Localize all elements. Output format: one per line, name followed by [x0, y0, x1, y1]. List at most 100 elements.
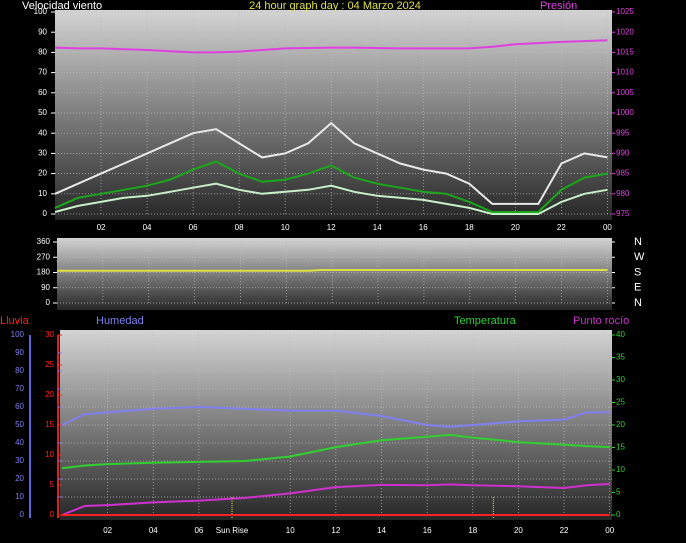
y2-tick-label: 975 — [616, 209, 630, 218]
rain-tick-label: 20 — [45, 390, 54, 399]
x-tick-label: 06 — [189, 223, 198, 232]
y-tick-label: 270 — [37, 252, 51, 261]
rain-tick-label: 25 — [45, 360, 54, 369]
y2-tick-label: 985 — [616, 169, 630, 178]
x-tick-label: 22 — [557, 223, 566, 232]
series-line — [54, 121, 608, 205]
y2-tick-label: 5 — [616, 488, 621, 497]
x-tick-label: 00 — [605, 526, 614, 535]
x-tick-label: 04 — [143, 223, 152, 232]
y-tick-label: 0 — [46, 298, 51, 307]
series-line — [54, 39, 608, 54]
y-tick-label: 0 — [43, 209, 48, 218]
rain-tick-label: 15 — [45, 420, 54, 429]
y2-tick-label: 25 — [616, 398, 625, 407]
rain-tick-label: 5 — [50, 480, 55, 489]
series-line — [54, 160, 608, 213]
y2-tick-label: 1005 — [616, 88, 634, 97]
x-tick-label: 14 — [377, 526, 386, 535]
series-line — [61, 433, 610, 470]
y-tick-label: 20 — [15, 474, 24, 483]
y-tick-label: 20 — [38, 169, 47, 178]
y-tick-label: 30 — [38, 149, 47, 158]
series-line — [61, 482, 610, 516]
y-tick-label: 70 — [15, 384, 24, 393]
y2-tick-label: 0 — [616, 510, 621, 519]
y2-tick-label: 30 — [616, 375, 625, 384]
chart-title: 24 hour graph day : 04 Marzo 2024 — [249, 0, 421, 12]
y-tick-label: 180 — [37, 268, 51, 277]
x-tick-label: 06 — [194, 526, 203, 535]
y-tick-label: 40 — [38, 128, 47, 137]
x-tick-label: 04 — [149, 526, 158, 535]
plot-area — [57, 238, 612, 310]
rain-tick-label: 0 — [50, 510, 55, 519]
y2-label: Temperatura — [454, 315, 517, 327]
y-tick-label: 70 — [38, 68, 47, 77]
annotation: Sun Rise — [216, 526, 249, 535]
x-tick-label: 08 — [235, 223, 244, 232]
y2-tick-label: 35 — [616, 353, 625, 362]
x-tick-label: 14 — [373, 223, 382, 232]
rain-label: Lluvia — [0, 315, 30, 327]
y2-tick-label: 1010 — [616, 68, 634, 77]
x-tick-label: 16 — [423, 526, 432, 535]
y-tick-label: 80 — [15, 366, 24, 375]
y2-tick-label: 1020 — [616, 27, 634, 36]
y-tick-label: 100 — [34, 7, 48, 16]
y-tick-label: 10 — [15, 492, 24, 501]
y-tick-label: 50 — [15, 420, 24, 429]
y2-label: Presión — [540, 0, 577, 12]
y2-tick-label: N — [634, 297, 642, 309]
x-tick-label: 20 — [511, 223, 520, 232]
y2-tick-label: 1015 — [616, 48, 634, 57]
y-tick-label: 60 — [38, 88, 47, 97]
y-tick-label: 100 — [11, 330, 25, 339]
x-tick-label: 02 — [103, 526, 112, 535]
y-tick-label: 90 — [38, 27, 47, 36]
rain-tick-label: 30 — [45, 330, 54, 339]
plot-area — [55, 10, 612, 220]
series-line — [61, 405, 610, 428]
y-tick-label: 30 — [15, 456, 24, 465]
x-tick-label: 12 — [331, 526, 340, 535]
y2-tick-label: N — [634, 236, 642, 248]
y2-tick-label: S — [634, 266, 641, 278]
y2-tick-label: 990 — [616, 149, 630, 158]
x-tick-label: 02 — [97, 223, 106, 232]
y2-tick-label: 20 — [616, 420, 625, 429]
y2-tick-label: W — [634, 251, 645, 263]
y-tick-label: 90 — [15, 348, 24, 357]
y2-tick-label: 1000 — [616, 108, 634, 117]
x-tick-label: 10 — [281, 223, 290, 232]
y-tick-label: 40 — [15, 438, 24, 447]
series-line — [57, 269, 608, 272]
y-tick-label: 90 — [41, 283, 50, 292]
y-tick-label: 80 — [38, 48, 47, 57]
x-tick-label: 20 — [514, 526, 523, 535]
x-tick-label: 22 — [560, 526, 569, 535]
y2-tick-label: 995 — [616, 128, 630, 137]
rain-tick-label: 10 — [45, 450, 54, 459]
y2-tick-label: 10 — [616, 465, 625, 474]
y2-tick-label: 15 — [616, 443, 625, 452]
x-tick-label: 18 — [465, 223, 474, 232]
x-tick-label: 18 — [468, 526, 477, 535]
y2-tick-label: 1025 — [616, 7, 634, 16]
x-tick-label: 00 — [603, 223, 612, 232]
y2-tick-label: 980 — [616, 189, 630, 198]
y2-tick-label: 40 — [616, 330, 625, 339]
x-tick-label: 10 — [286, 526, 295, 535]
dew-label: Punto rocío — [573, 315, 629, 327]
y-label: Velocidad viento — [22, 0, 102, 12]
x-tick-label: 12 — [327, 223, 336, 232]
y-label: Humedad — [96, 315, 144, 327]
y-tick-label: 360 — [37, 237, 51, 246]
series-line — [54, 182, 608, 215]
y-tick-label: 0 — [20, 510, 25, 519]
y-tick-label: 10 — [38, 189, 47, 198]
y2-tick-label: E — [634, 282, 641, 294]
y-tick-label: 50 — [38, 108, 47, 117]
y-tick-label: 60 — [15, 402, 24, 411]
